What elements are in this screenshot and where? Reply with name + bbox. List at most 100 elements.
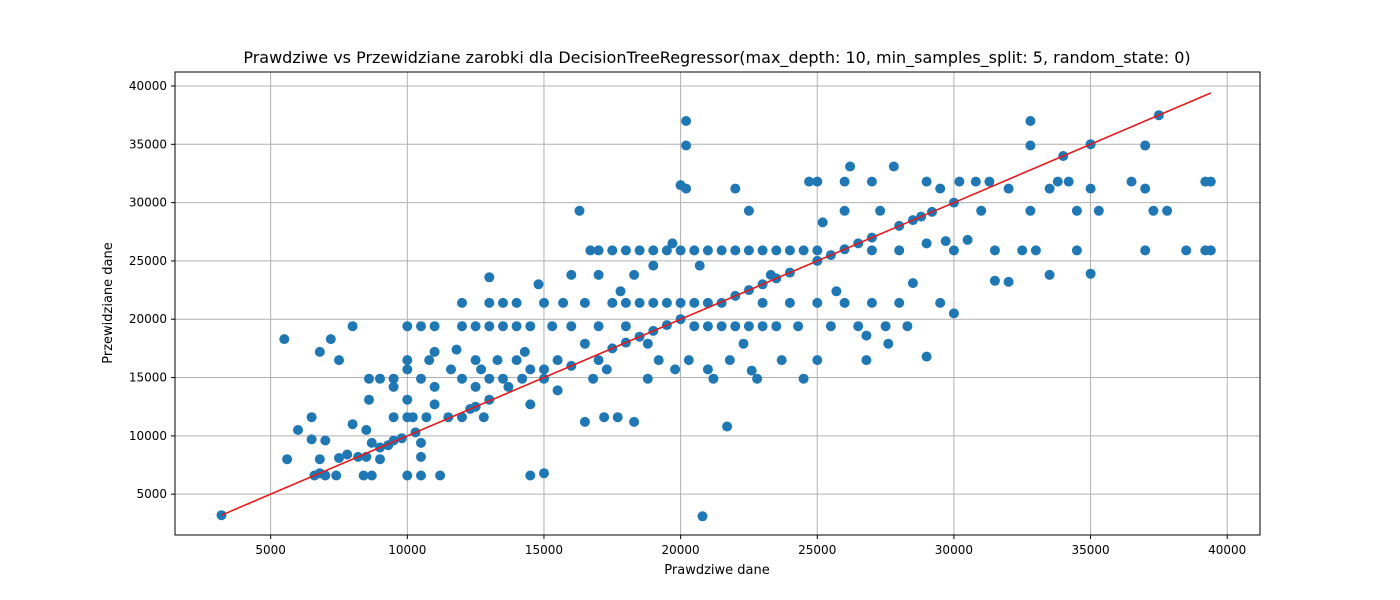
data-point [484, 373, 495, 384]
data-point [484, 321, 495, 332]
data-point [689, 245, 700, 256]
data-point [894, 297, 905, 308]
data-point [451, 344, 462, 355]
data-point [681, 140, 692, 151]
data-point [375, 373, 385, 384]
data-point [325, 334, 336, 345]
data-point [675, 245, 686, 256]
data-point [752, 373, 763, 384]
data-point [648, 245, 659, 256]
data-point [1181, 245, 1192, 256]
data-point [839, 205, 850, 216]
data-point [347, 419, 358, 430]
data-point [1093, 205, 1104, 216]
data-point [539, 468, 549, 479]
data-point [812, 297, 823, 308]
data-point [446, 364, 456, 375]
data-point [1017, 245, 1028, 256]
data-point [757, 245, 768, 256]
data-point [320, 470, 331, 481]
data-point [831, 286, 842, 297]
data-point [681, 116, 692, 126]
data-point [667, 238, 678, 249]
data-point [416, 470, 426, 481]
data-point [1071, 205, 1082, 216]
data-point [519, 346, 530, 357]
data-point [306, 412, 317, 423]
data-point [334, 453, 344, 463]
x-tick-label: 35000 [1071, 543, 1109, 557]
data-point [730, 245, 741, 256]
data-point [642, 373, 653, 384]
data-point [498, 321, 508, 332]
data-point [457, 373, 467, 384]
data-point [525, 399, 536, 410]
data-point [539, 364, 549, 375]
data-point [894, 245, 905, 256]
data-point [812, 245, 823, 256]
data-point [702, 321, 713, 332]
data-point [697, 511, 708, 522]
data-point [629, 416, 640, 427]
data-point [716, 321, 727, 332]
data-point [525, 364, 536, 375]
data-point [962, 234, 973, 245]
data-point [1052, 176, 1063, 187]
data-point [293, 425, 303, 435]
data-point [416, 373, 426, 384]
y-tick-label: 30000 [129, 196, 167, 210]
data-point [470, 381, 481, 392]
data-point [798, 245, 809, 256]
data-point [1205, 245, 1216, 256]
data-point [1003, 183, 1014, 194]
x-tick-label: 15000 [525, 543, 563, 557]
data-point [478, 412, 489, 423]
data-point [907, 278, 918, 289]
data-point [470, 355, 481, 366]
data-point [1025, 205, 1036, 216]
data-point [866, 245, 877, 256]
data-point [402, 364, 413, 375]
data-point [708, 373, 719, 384]
data-point [331, 470, 342, 481]
data-point [989, 275, 1000, 286]
data-point [642, 338, 653, 349]
data-point [1025, 116, 1036, 126]
data-point [771, 245, 782, 256]
data-point [784, 245, 795, 256]
data-point [681, 183, 692, 194]
data-point [470, 321, 481, 332]
data-point [511, 355, 522, 366]
reference-line [221, 92, 1212, 516]
data-point [853, 321, 864, 332]
ideal-prediction-line [221, 92, 1212, 516]
data-point [492, 355, 503, 366]
data-point [970, 176, 981, 187]
data-point [1044, 269, 1055, 280]
x-axis-ticks: 5000 10000 15000 20000 25000 30000 35000 40000 [255, 535, 1246, 557]
data-point [593, 269, 604, 280]
data-point [402, 355, 413, 366]
data-point [599, 412, 610, 423]
data-point [457, 321, 467, 332]
data-points [216, 110, 1216, 522]
data-point [902, 321, 913, 332]
data-point [683, 355, 694, 366]
y-tick-label: 40000 [129, 79, 167, 93]
data-point [804, 176, 815, 187]
data-point [585, 245, 596, 256]
data-point [738, 338, 749, 349]
data-point [361, 425, 372, 435]
data-point [484, 272, 495, 283]
data-point [702, 245, 713, 256]
y-tick-label: 10000 [129, 429, 167, 443]
data-point [607, 297, 618, 308]
data-point [517, 373, 528, 384]
data-point [334, 355, 344, 366]
data-point [1126, 176, 1137, 187]
data-point [812, 176, 823, 187]
data-point [407, 412, 418, 423]
data-point [702, 364, 713, 375]
data-point [476, 364, 487, 375]
